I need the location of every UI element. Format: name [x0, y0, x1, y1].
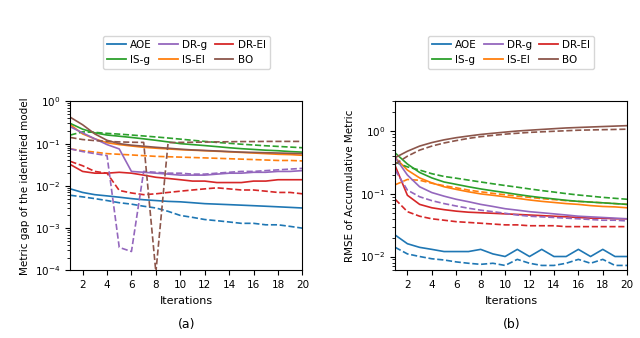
- Text: (b): (b): [502, 318, 520, 331]
- Y-axis label: RMSE of Accumulative Metric: RMSE of Accumulative Metric: [344, 110, 355, 262]
- Legend: AOE, IS-g, DR-g, IS-EI, DR-EI, BO: AOE, IS-g, DR-g, IS-EI, DR-EI, BO: [103, 35, 269, 69]
- Legend: AOE, IS-g, DR-g, IS-EI, DR-EI, BO: AOE, IS-g, DR-g, IS-EI, DR-EI, BO: [428, 35, 595, 69]
- X-axis label: Iterations: Iterations: [160, 296, 213, 306]
- X-axis label: Iterations: Iterations: [484, 296, 538, 306]
- Text: (a): (a): [178, 318, 195, 331]
- Y-axis label: Metric gap of the identified model: Metric gap of the identified model: [20, 97, 29, 275]
